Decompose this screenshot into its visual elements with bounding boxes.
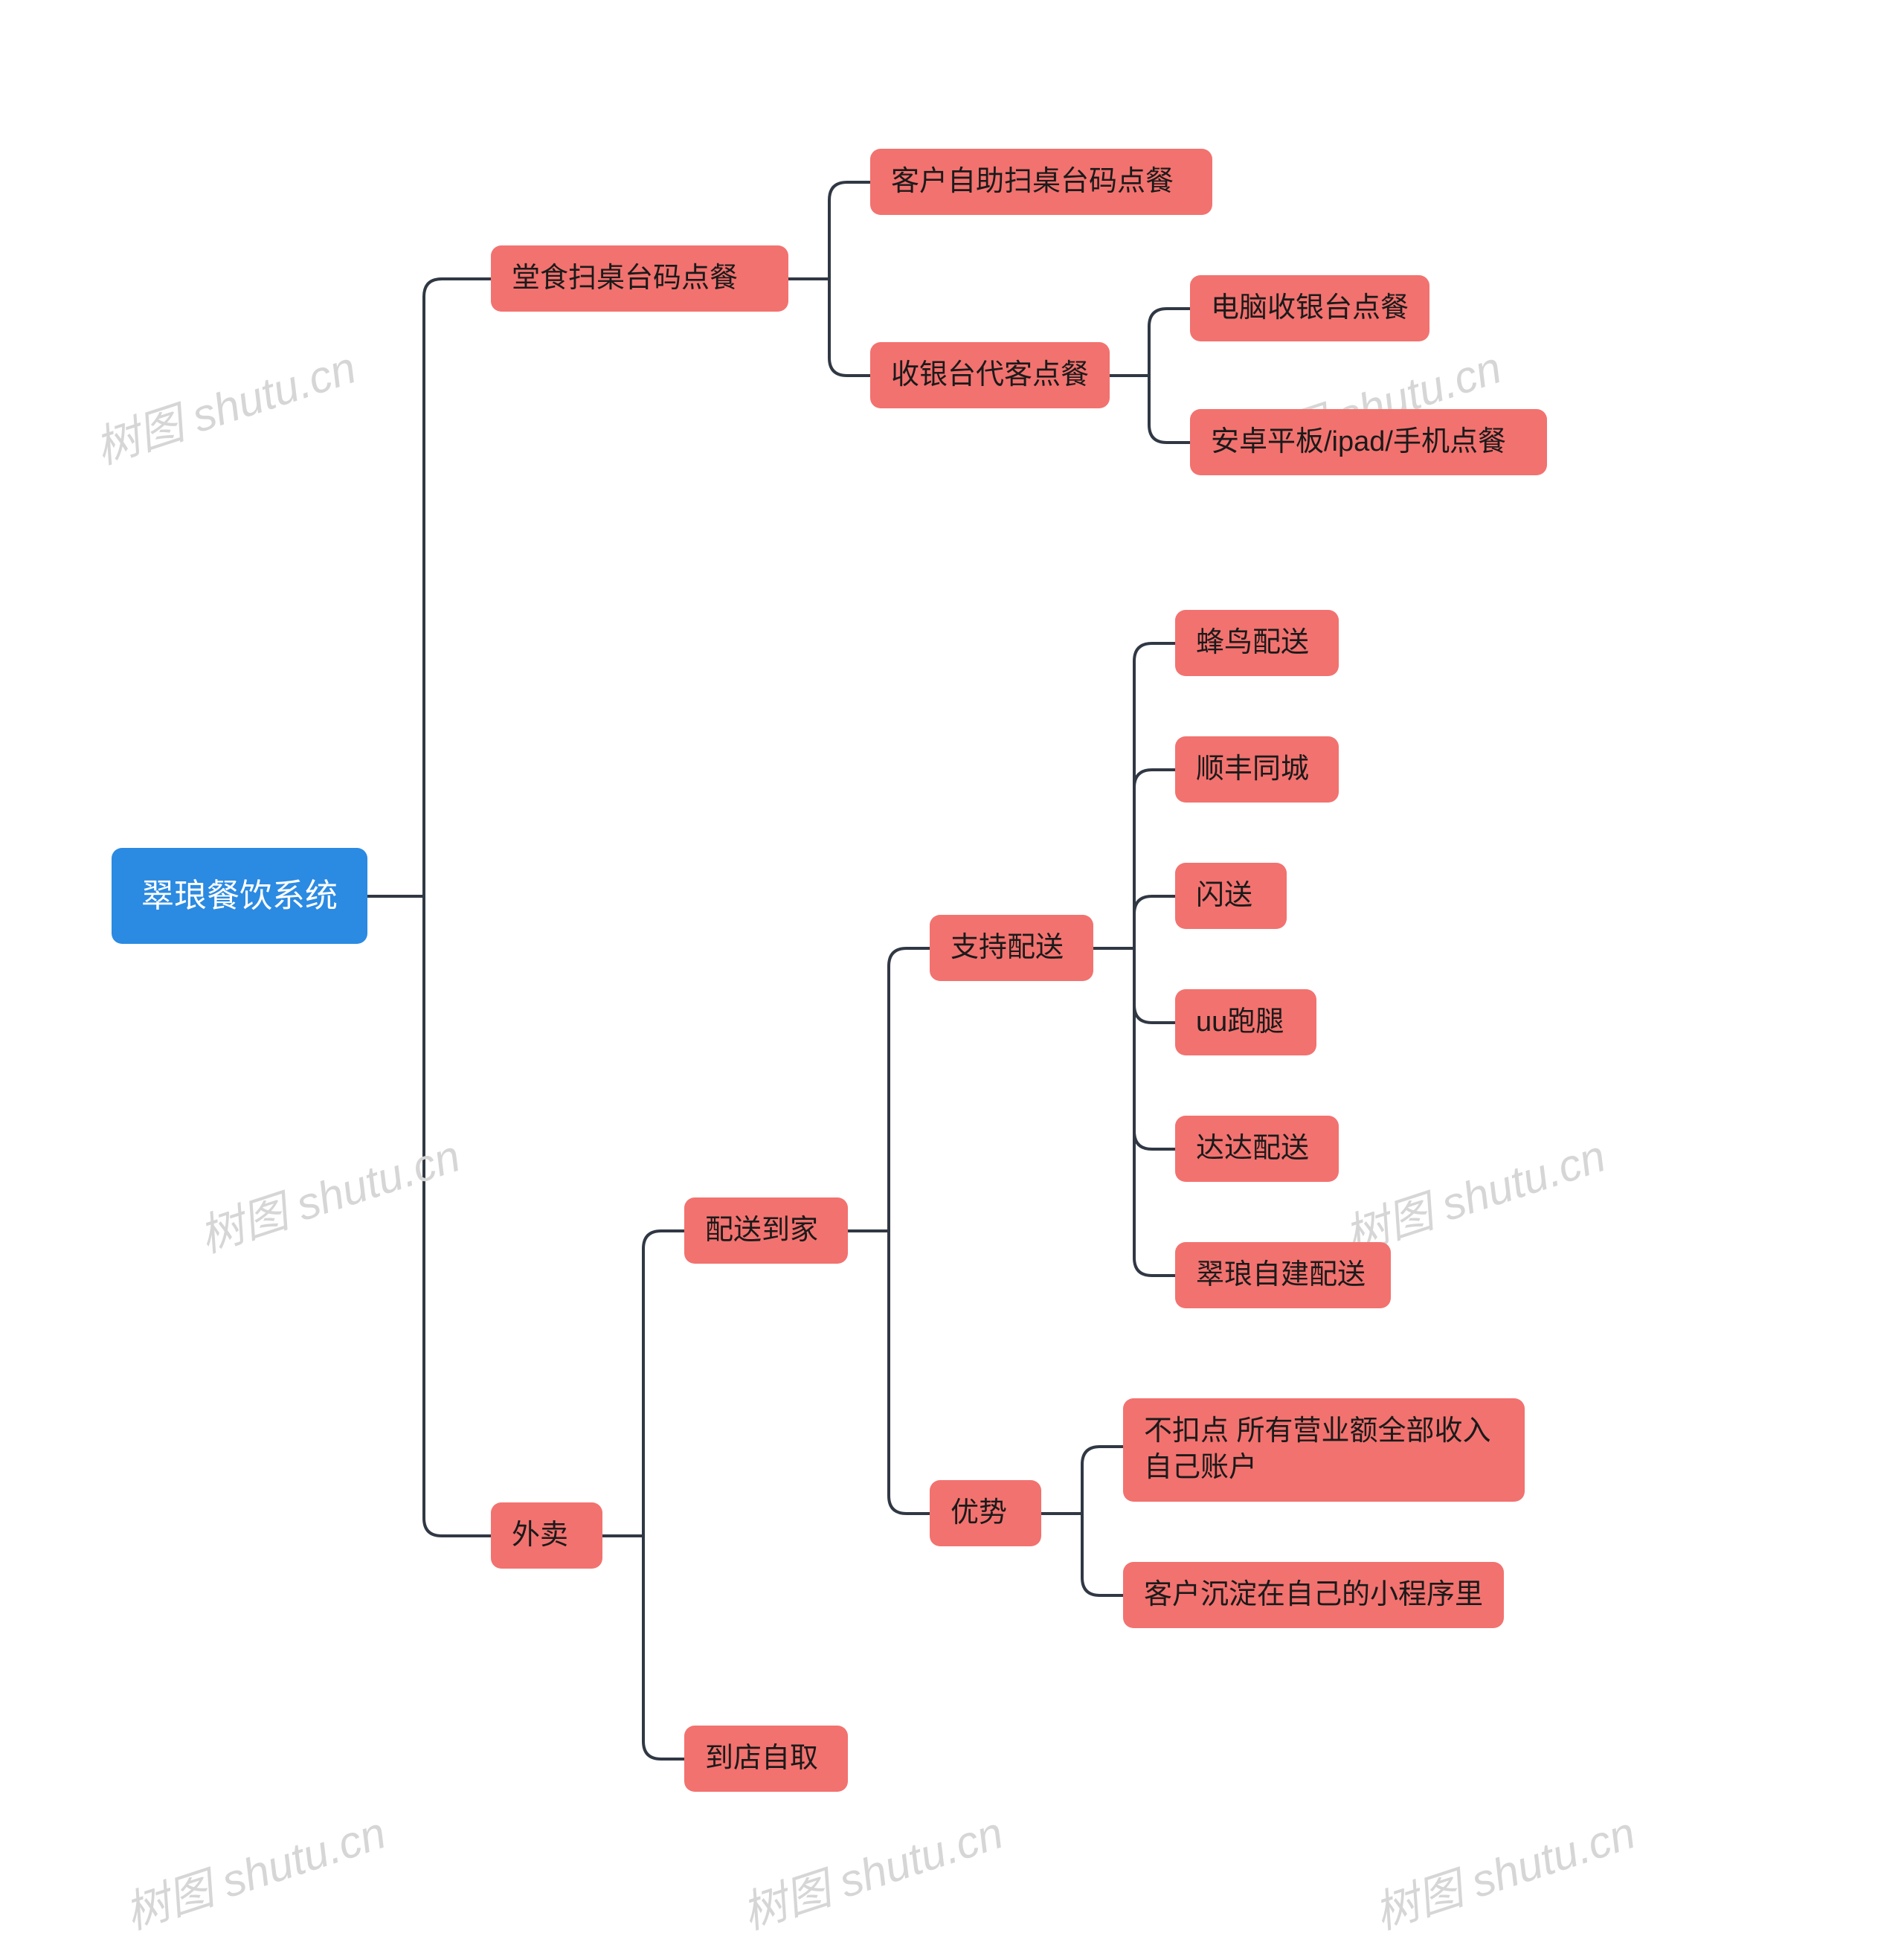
node-cunji: 客户沉淀在自己的小程序里 [1123,1562,1504,1628]
watermark: 树图 shutu.cn [86,332,363,477]
node-tablet: 安卓平板/ipad/手机点餐 [1190,409,1547,475]
node-support: 支持配送 [930,915,1093,981]
watermark: 树图 shutu.cn [115,1797,393,1942]
node-cashier: 收银台代客点餐 [870,342,1110,408]
node-fengniao: 蜂鸟配送 [1175,610,1339,676]
node-waimai: 外卖 [491,1502,602,1569]
node-dada: 达达配送 [1175,1116,1339,1182]
node-pc: 电脑收银台点餐 [1190,275,1429,341]
node-shansong: 闪送 [1175,863,1287,929]
node-selforder: 客户自助扫桌台码点餐 [870,149,1212,215]
watermark: 树图 shutu.cn [190,1120,467,1265]
node-cuilang: 翠琅自建配送 [1175,1242,1391,1308]
node-noextract: 不扣点 所有营业额全部收入自己账户 [1123,1398,1525,1502]
watermark: 树图 shutu.cn [733,1797,1010,1942]
node-pickup: 到店自取 [684,1726,848,1792]
node-dinein: 堂食扫桌台码点餐 [491,245,788,312]
node-sf: 顺丰同城 [1175,736,1339,803]
node-delivery: 配送到家 [684,1197,848,1264]
node-youshi: 优势 [930,1480,1041,1546]
node-uu: uu跑腿 [1175,989,1316,1055]
watermark: 树图 shutu.cn [1365,1797,1642,1942]
root-node: 翠琅餐饮系统 [112,848,367,944]
